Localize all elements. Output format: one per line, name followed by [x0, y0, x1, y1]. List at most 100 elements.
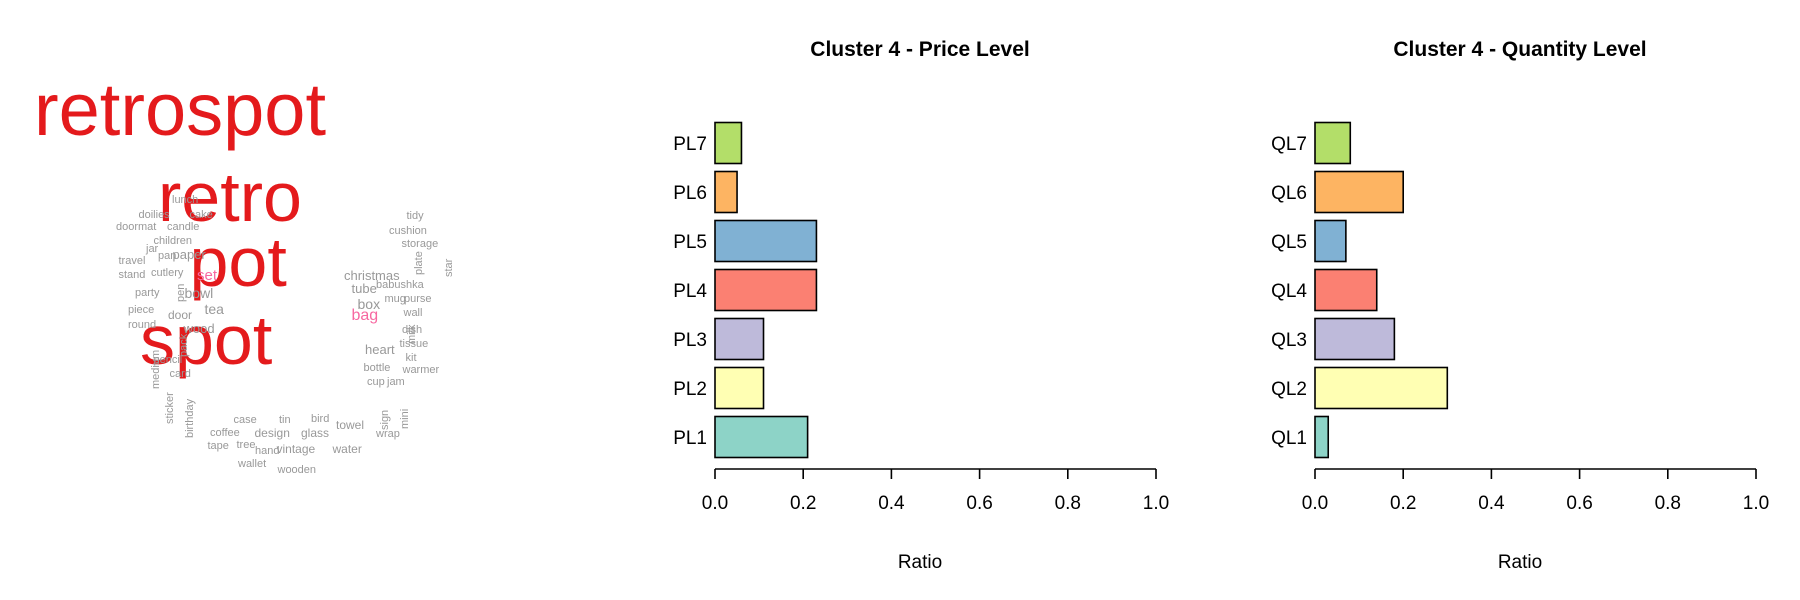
word-cloud: retrospot retro pot spot set bag lunch cake doil… [0, 0, 620, 600]
word-cushion: cushion [389, 224, 427, 237]
bar-ql4 [1314, 268, 1378, 312]
word-box: box [357, 296, 381, 312]
bar-ql3 [1314, 317, 1396, 361]
category-label: QL3 [1271, 330, 1307, 351]
word-cutlery: cutlery [151, 266, 184, 279]
category-label: PL5 [673, 232, 707, 253]
word-pot: pot [189, 223, 287, 301]
bar-pl1 [714, 415, 809, 459]
category-label: QL6 [1271, 183, 1307, 204]
price-level-chart: Cluster 4 - Price Level Ratio PL1 PL2 PL3 P… [673, 38, 1169, 573]
word-party: party [135, 286, 160, 299]
word-wallet: wallet [238, 457, 267, 470]
word-tube: tube [351, 280, 377, 296]
word-bag: bag [351, 307, 379, 324]
bar-ql2 [1314, 366, 1449, 410]
word-retrospot: retrospot [34, 68, 327, 151]
word-lunch: lunch [172, 193, 199, 206]
word-babushka: babushka [376, 278, 424, 291]
word-case: case [233, 413, 257, 426]
quantity-level-chart: Cluster 4 - Quantity Level Ratio QL1 QL2 Q… [1271, 38, 1769, 573]
tick-label: 0.0 [1302, 493, 1328, 514]
word-dish: dish [402, 323, 423, 336]
word-sticker: sticker [163, 392, 176, 424]
bar-pl3 [714, 317, 765, 361]
word-pan: pan [158, 249, 177, 262]
word-birthday: birthday [183, 398, 196, 438]
word-tree: tree [236, 438, 256, 451]
bar-ql1 [1314, 415, 1330, 459]
word-tidy: tidy [406, 209, 424, 222]
bar-ql5 [1314, 219, 1347, 263]
word-round: round [128, 318, 157, 331]
bar-pl2 [714, 366, 765, 410]
category-label: PL4 [673, 281, 707, 302]
word-heart: heart [365, 341, 395, 357]
tick-label: 1.0 [1743, 493, 1769, 514]
word-candle: candle [167, 220, 200, 233]
word-purse: purse [404, 292, 432, 305]
bar-pl7 [714, 121, 743, 165]
word-bottle: bottle [363, 361, 391, 374]
word-doilies: doilies [138, 208, 170, 221]
word-jam: jam [387, 375, 405, 388]
category-label: PL1 [673, 428, 707, 449]
word-pack: pack [177, 333, 190, 357]
category-label: PL6 [673, 183, 707, 204]
tick-label: 1.0 [1143, 493, 1169, 514]
category-label: QL4 [1271, 281, 1307, 302]
word-warmer: warmer [402, 363, 440, 376]
word-doormat: doormat [116, 220, 157, 233]
category-label: QL5 [1271, 232, 1307, 253]
tick-label: 0.2 [790, 493, 816, 514]
word-children: children [153, 234, 193, 247]
category-label: QL1 [1271, 428, 1307, 449]
word-card: card [169, 367, 191, 380]
category-label: QL7 [1271, 134, 1307, 155]
tick-label: 0.4 [878, 493, 905, 514]
word-towel: towel [336, 418, 365, 432]
bar-pl5 [714, 219, 818, 263]
chart-title: Cluster 4 - Quantity Level [1393, 38, 1646, 61]
category-label: PL7 [673, 134, 707, 155]
word-cake: cake [189, 208, 213, 221]
word-bowl: bowl [184, 285, 214, 301]
tick-label: 0.2 [1390, 493, 1416, 514]
tick-label: 0.0 [702, 493, 728, 514]
word-plate: plate [412, 251, 425, 275]
tick-label: 0.4 [1478, 493, 1505, 514]
word-door: door [168, 308, 193, 322]
category-label: PL3 [673, 330, 707, 351]
word-water: water [332, 442, 362, 456]
bar-ql6 [1314, 170, 1404, 214]
chart-title: Cluster 4 - Price Level [810, 38, 1029, 61]
word-storage: storage [401, 237, 439, 250]
word-wooden: wooden [277, 463, 317, 476]
x-axis-label: Ratio [1498, 552, 1542, 573]
word-star: star [442, 258, 455, 277]
word-tin: tin [279, 413, 291, 426]
word-bird: bird [311, 412, 330, 425]
word-sign: sign [378, 409, 391, 430]
word-mug: mug [384, 292, 406, 305]
word-christmas: christmas [344, 267, 400, 283]
word-design: design [254, 426, 290, 440]
word-jar: jar [146, 242, 159, 255]
word-set: set [197, 266, 218, 284]
word-vintage: vintage [276, 442, 316, 456]
word-glass: glass [301, 426, 330, 440]
word-spot: spot [140, 301, 273, 379]
tick-label: 0.6 [1566, 493, 1592, 514]
bar-pl4 [714, 268, 818, 312]
tick-label: 0.6 [966, 493, 992, 514]
word-tea: tea [204, 301, 224, 317]
word-stand: stand [118, 268, 146, 281]
tick-label: 0.8 [1055, 493, 1081, 514]
word-wood: wood [183, 320, 215, 336]
word-mini: mini [398, 408, 411, 429]
category-label: QL2 [1271, 379, 1307, 400]
word-hand: hand [255, 444, 280, 457]
category-label: PL2 [673, 379, 707, 400]
word-tissue: tissue [399, 337, 429, 350]
bar-ql7 [1314, 121, 1352, 165]
